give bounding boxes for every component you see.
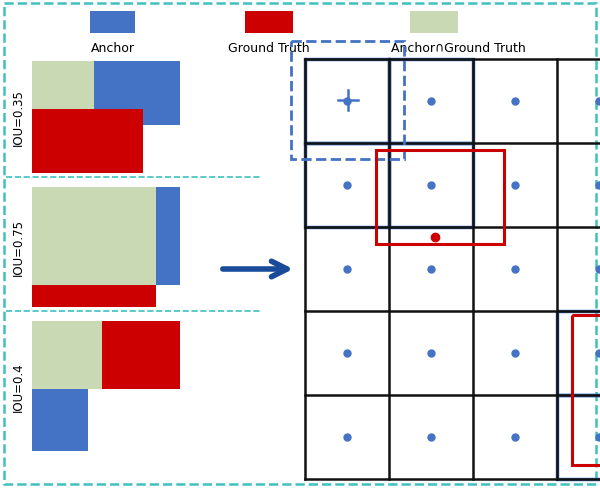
Text: Anchor: Anchor — [91, 42, 135, 55]
Bar — [32, 286, 157, 307]
Bar — [101, 321, 180, 389]
Bar — [32, 389, 88, 451]
Bar — [32, 62, 121, 125]
Bar — [245, 12, 293, 34]
Bar — [32, 321, 109, 389]
Bar — [291, 42, 404, 159]
Bar — [410, 12, 458, 34]
Bar — [94, 62, 180, 125]
Text: IOU=0.35: IOU=0.35 — [11, 89, 25, 146]
Bar — [90, 12, 135, 34]
Bar — [32, 187, 157, 286]
Text: IOU=0.4: IOU=0.4 — [11, 362, 25, 411]
Bar — [376, 150, 504, 244]
Text: Anchor∩Ground Truth: Anchor∩Ground Truth — [391, 42, 526, 55]
Bar — [389, 143, 473, 227]
Bar — [305, 60, 389, 143]
Bar — [557, 395, 600, 479]
Bar — [305, 143, 389, 227]
Bar — [557, 311, 600, 395]
Bar — [389, 60, 473, 143]
Text: IOU=0.75: IOU=0.75 — [11, 219, 25, 276]
Bar — [32, 110, 143, 174]
Bar — [157, 187, 180, 286]
Bar — [572, 316, 600, 465]
Text: Ground Truth: Ground Truth — [228, 42, 310, 55]
